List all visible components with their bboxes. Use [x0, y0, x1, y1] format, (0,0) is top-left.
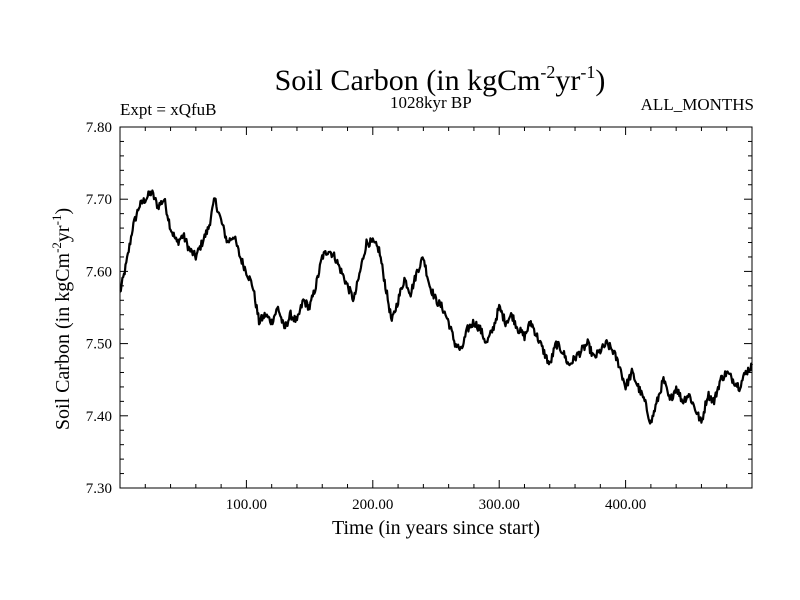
x-tick-label: 200.00 [352, 497, 393, 513]
y-axis-label: Soil Carbon (in kgCm-2yr-1) [49, 207, 74, 431]
y-tick-label: 7.70 [86, 192, 112, 208]
y-tick-label: 7.40 [86, 409, 112, 425]
series-line-soil-carbon [119, 189, 753, 425]
axis-tick-labels: 100.00 200.00 300.00 400.00 7.30 7.40 7.50 7.60… [86, 120, 646, 513]
experiment-label: Expt = xQfuB [120, 100, 217, 119]
x-tick-label: 300.00 [479, 497, 520, 513]
x-axis-label: Time (in years since start) [331, 517, 541, 539]
x-tick-label: 400.00 [605, 497, 646, 513]
y-tick-label: 7.60 [86, 264, 112, 280]
y-tick-label: 7.50 [86, 337, 112, 353]
months-label: ALL_MONTHS [640, 95, 754, 114]
x-tick-label: 100.00 [226, 497, 267, 513]
plot-frame [119, 126, 753, 489]
chart-title: Soil Carbon (in kgCm-2yr-1) [274, 62, 606, 97]
y-tick-label: 7.30 [86, 481, 112, 497]
y-tick-label: 7.80 [86, 120, 112, 136]
period-label: 1028kyr BP [390, 93, 472, 112]
axis-ticks [119, 126, 753, 489]
